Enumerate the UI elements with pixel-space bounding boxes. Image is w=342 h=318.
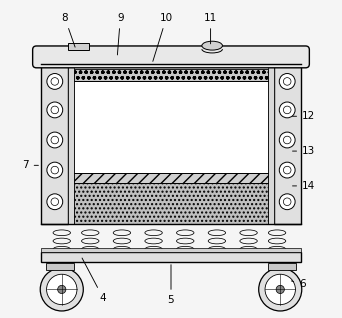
Circle shape <box>47 102 63 118</box>
Circle shape <box>58 285 66 294</box>
Circle shape <box>265 274 295 305</box>
Bar <box>267 264 296 270</box>
Text: 10: 10 <box>153 13 173 61</box>
Text: 9: 9 <box>117 13 124 55</box>
Text: 12: 12 <box>292 111 315 121</box>
Circle shape <box>279 162 295 178</box>
Bar <box>41 64 68 224</box>
Bar <box>68 43 89 50</box>
Text: 6: 6 <box>291 279 306 289</box>
Circle shape <box>47 274 77 305</box>
Text: 11: 11 <box>204 13 217 44</box>
Circle shape <box>47 132 63 148</box>
Bar <box>74 183 268 224</box>
Circle shape <box>47 194 63 210</box>
Bar <box>41 56 301 224</box>
Circle shape <box>40 268 83 311</box>
Bar <box>268 64 274 224</box>
Bar <box>68 64 74 224</box>
Bar <box>41 248 301 252</box>
Bar <box>274 64 301 224</box>
Text: 8: 8 <box>62 13 75 47</box>
Bar <box>74 81 268 173</box>
Bar <box>41 252 301 262</box>
Circle shape <box>279 73 295 89</box>
Ellipse shape <box>202 41 222 50</box>
Bar <box>74 69 268 81</box>
Bar <box>74 173 268 183</box>
Circle shape <box>47 73 63 89</box>
Bar <box>46 264 75 270</box>
FancyBboxPatch shape <box>32 46 310 68</box>
Text: 14: 14 <box>292 181 315 191</box>
Text: 13: 13 <box>292 146 315 156</box>
Text: 4: 4 <box>82 258 106 303</box>
Circle shape <box>276 285 284 294</box>
Circle shape <box>279 102 295 118</box>
Circle shape <box>259 268 302 311</box>
Circle shape <box>47 162 63 178</box>
Circle shape <box>279 194 295 210</box>
Circle shape <box>279 132 295 148</box>
Text: 5: 5 <box>168 265 174 305</box>
Text: 7: 7 <box>22 160 38 170</box>
